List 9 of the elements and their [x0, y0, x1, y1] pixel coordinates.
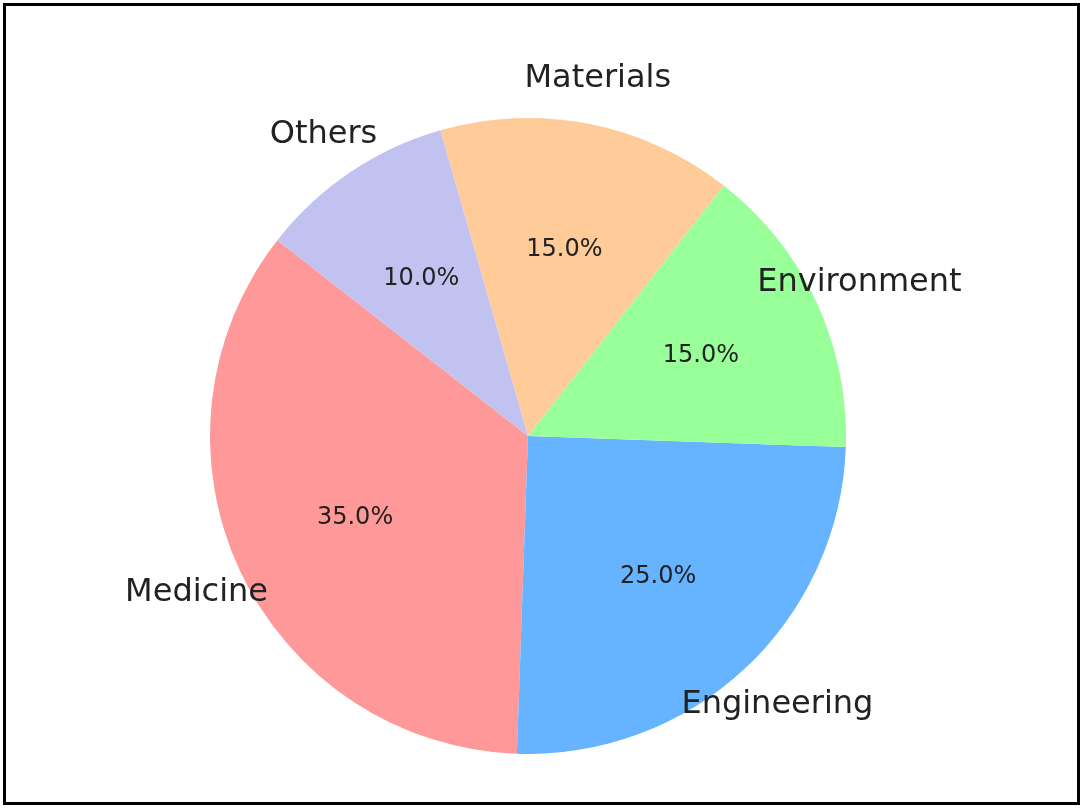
slice-label: Environment — [757, 261, 962, 300]
slice-label: Materials — [524, 57, 672, 96]
slice-label: Others — [269, 112, 378, 151]
slice-label: Medicine — [125, 570, 269, 609]
data-label: 10.0% — [383, 262, 460, 291]
data-label: 35.0% — [316, 501, 394, 530]
data-label: 15.0% — [526, 233, 603, 262]
data-label: 25.0% — [620, 560, 697, 589]
data-label: 15.0% — [662, 340, 740, 369]
